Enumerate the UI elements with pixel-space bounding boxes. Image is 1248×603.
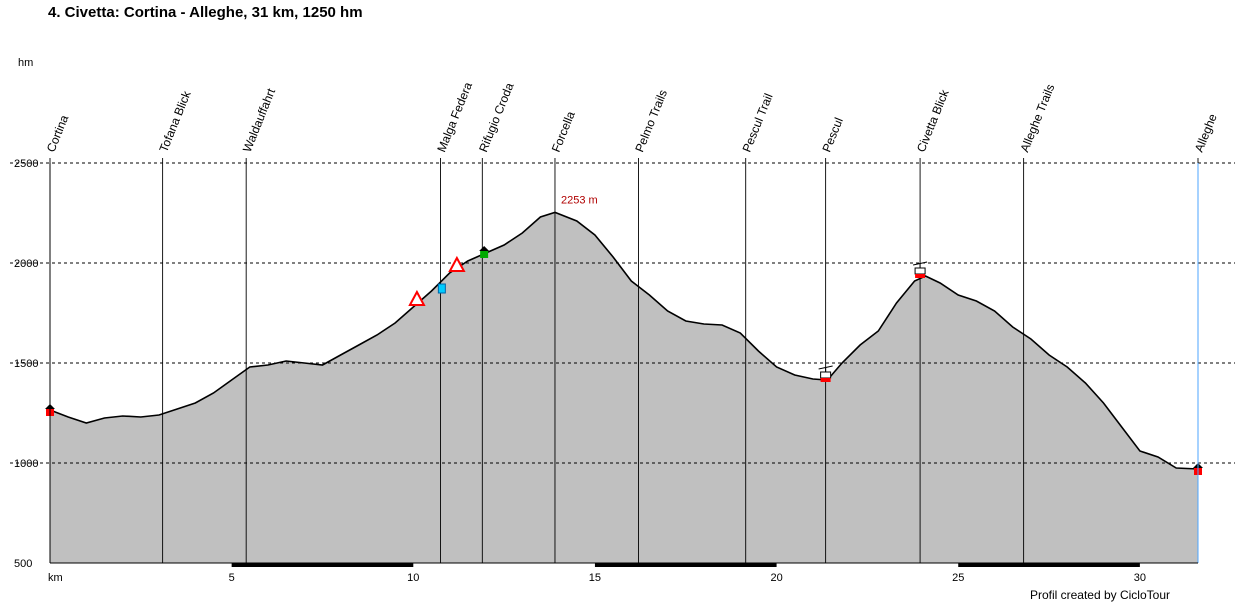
warning-triangle-icon xyxy=(408,289,426,306)
hut-icon xyxy=(479,246,490,258)
waypoint-label: Pescul Trail xyxy=(740,91,776,154)
x-tick-label: 5 xyxy=(229,572,235,584)
elevation-line xyxy=(49,211,1199,470)
cable-car-icon xyxy=(818,365,833,382)
x-tick-label: 20 xyxy=(770,572,782,584)
waypoint-label: Pescul xyxy=(819,115,845,154)
waypoint-label: Civetta Blick xyxy=(914,87,952,154)
km-band xyxy=(594,563,777,567)
waypoint-label: Malga Federa xyxy=(434,80,475,154)
waypoint-label: Alleghe xyxy=(1192,111,1220,154)
y-tick-label: 500 xyxy=(14,558,32,570)
x-axis-label: km xyxy=(48,572,63,584)
max-elevation-label: 2253 m xyxy=(561,194,598,206)
waypoint-label: Tofana Blick xyxy=(156,88,194,154)
x-tick-label: 30 xyxy=(1134,572,1146,584)
x-tick-label: 25 xyxy=(952,572,964,584)
km-band xyxy=(958,563,1140,567)
water-icon xyxy=(437,283,446,294)
x-tick-label: 10 xyxy=(407,572,419,584)
x-tick-label: 15 xyxy=(589,572,601,584)
waypoint-label: Alleghe Trails xyxy=(1017,82,1057,154)
waypoint-label: Forcella xyxy=(549,109,578,154)
credit-text: Profil created by CicloTour xyxy=(1029,588,1170,602)
elevation-area xyxy=(50,212,1198,563)
y-tick-label: 1500 xyxy=(14,358,38,370)
waypoint-label: Cortina xyxy=(44,113,72,154)
waypoint-label: Waldauffahrt xyxy=(240,86,278,154)
waypoint-label: Pelmo Trails xyxy=(632,88,670,154)
chart-title: 4. Civetta: Cortina - Alleghe, 31 km, 12… xyxy=(48,4,363,21)
y-tick-label: 2000 xyxy=(14,258,38,270)
cable-car-icon xyxy=(912,261,928,278)
warning-triangle-icon xyxy=(448,255,466,272)
y-axis-label: hm xyxy=(18,57,33,69)
y-tick-label: 1000 xyxy=(14,458,38,470)
waypoint-label: Rifugio Croda xyxy=(476,81,517,155)
km-band xyxy=(231,563,414,567)
y-tick-label: 2500 xyxy=(14,158,38,170)
